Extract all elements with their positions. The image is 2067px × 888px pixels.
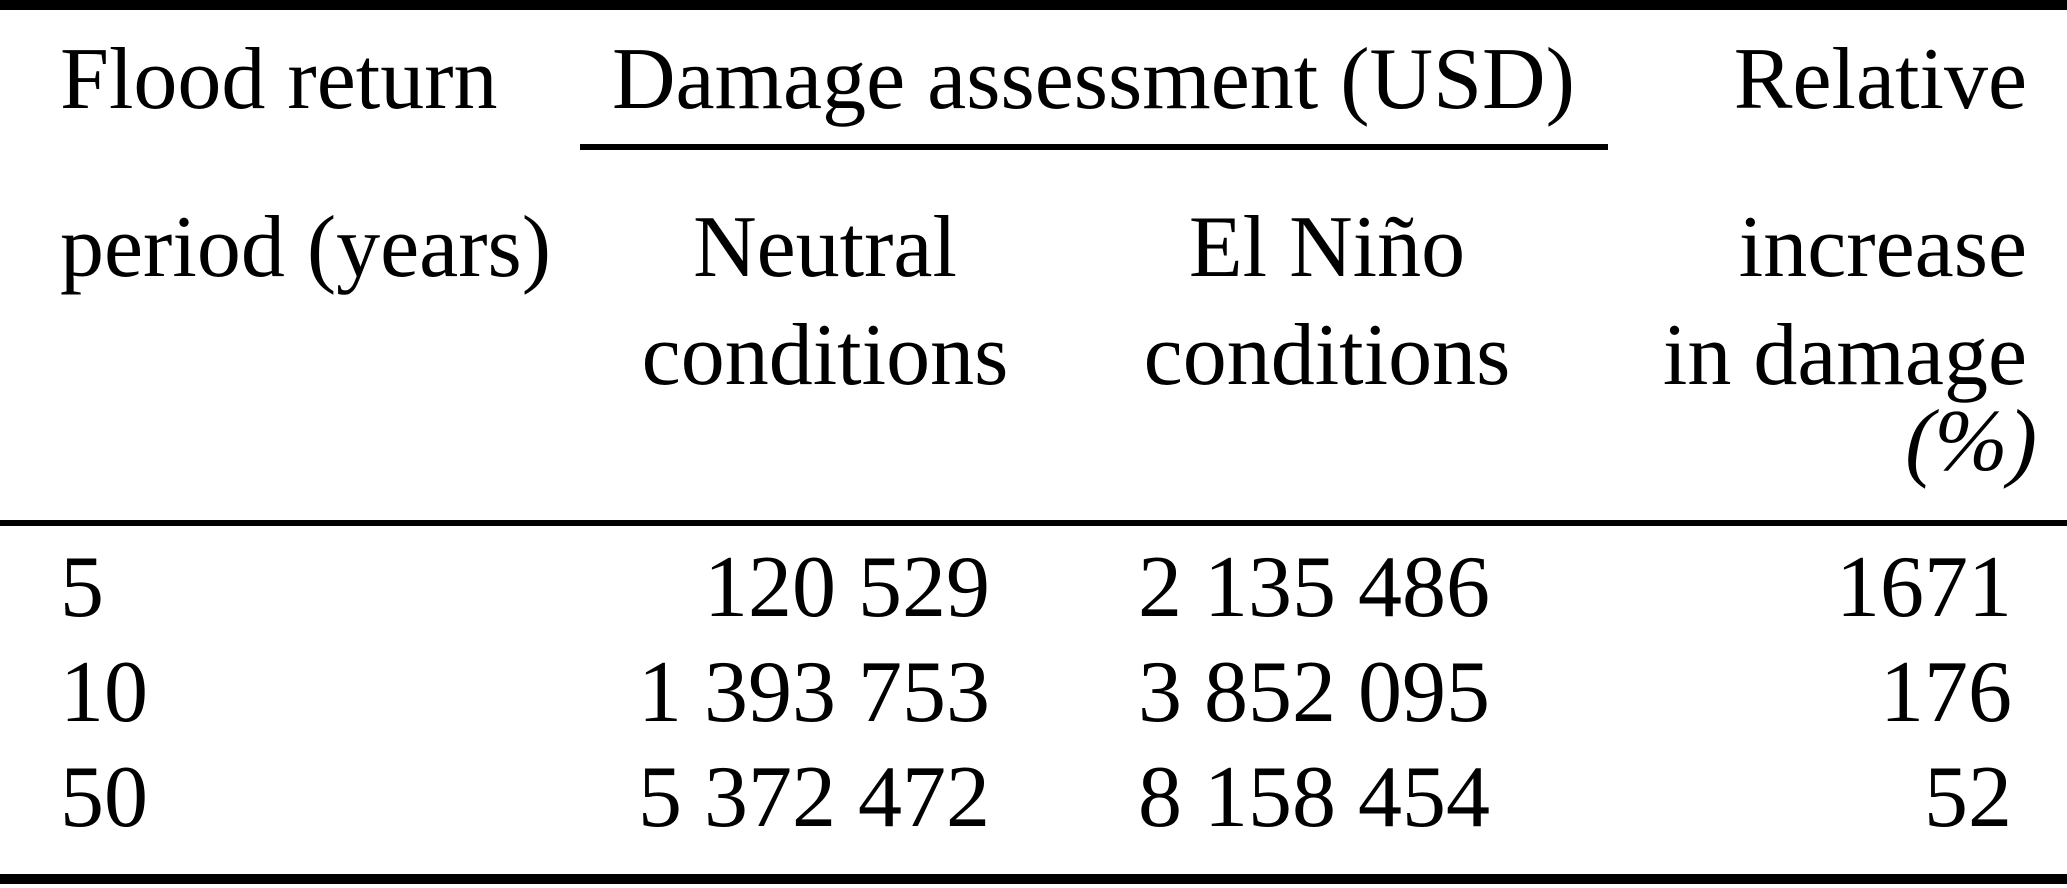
header-relative-line3: in damage	[1662, 307, 2027, 404]
header-row-2: period (years) Neutral El Niño increase	[0, 200, 2067, 296]
table-row: 10 1 393 753 3 852 095 176	[0, 645, 2067, 741]
cell-return-period: 10	[60, 644, 148, 741]
header-row-3: conditions conditions in damage	[0, 308, 2067, 404]
cell-relative-increase: 176	[1880, 644, 2012, 741]
cell-el-nino-damage: 2 135 486	[1138, 539, 1490, 636]
cell-relative-increase: 1671	[1836, 539, 2012, 636]
table-header-body-rule	[0, 520, 2067, 526]
header-el-nino-line1: El Niño	[1188, 199, 1466, 296]
table-row: 5 120 529 2 135 486 1671	[0, 540, 2067, 636]
cell-el-nino-damage: 8 158 454	[1138, 749, 1490, 846]
header-row-4: (%)	[0, 394, 2067, 490]
header-relative-unit-percent: (%)	[1905, 393, 2037, 490]
header-relative-line2: increase	[1738, 199, 2027, 296]
cell-neutral-damage: 120 529	[704, 539, 990, 636]
group-header-damage-assessment: Damage assessment (USD)	[612, 31, 1575, 128]
header-neutral-line2: conditions	[641, 307, 1009, 404]
table-top-rule	[0, 0, 2067, 10]
cell-el-nino-damage: 3 852 095	[1138, 644, 1490, 741]
cell-return-period: 5	[60, 539, 104, 636]
cell-neutral-damage: 1 393 753	[638, 644, 990, 741]
header-row-1: Flood return Damage assessment (USD) Rel…	[0, 32, 2067, 128]
group-header-underline-rule	[580, 144, 1608, 150]
header-relative-line1: Relative	[1733, 31, 2027, 128]
cell-neutral-damage: 5 372 472	[638, 749, 990, 846]
table-bottom-rule	[0, 874, 2067, 884]
table-row: 50 5 372 472 8 158 454 52	[0, 750, 2067, 846]
header-neutral-line1: Neutral	[693, 199, 957, 296]
header-flood-return-line1: Flood return	[60, 31, 498, 128]
header-flood-return-line2: period (years)	[60, 199, 552, 296]
header-el-nino-line2: conditions	[1143, 307, 1511, 404]
cell-relative-increase: 52	[1924, 749, 2012, 846]
cell-return-period: 50	[60, 749, 148, 846]
